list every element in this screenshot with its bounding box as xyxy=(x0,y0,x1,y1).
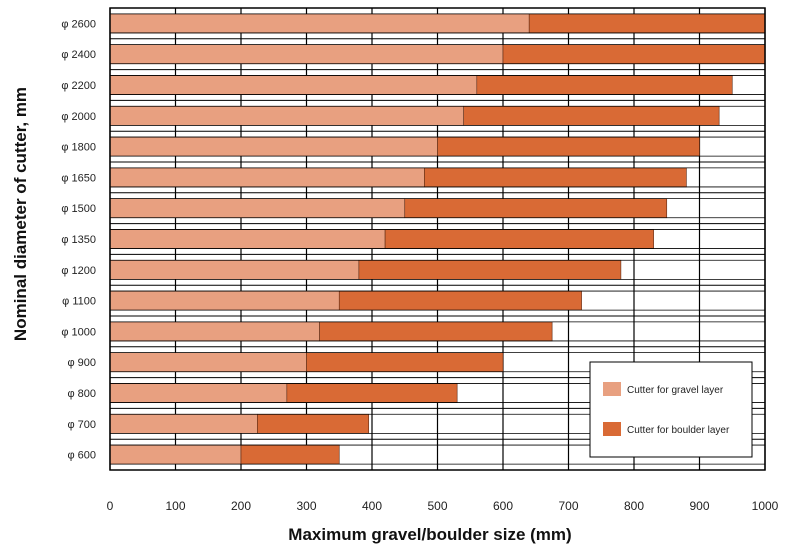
bar-boulder xyxy=(404,198,668,219)
bar-gravel xyxy=(109,383,288,403)
x-tick-label: 700 xyxy=(558,499,578,513)
y-category-label: φ 600 xyxy=(67,450,96,462)
x-tick-label: 600 xyxy=(493,499,513,513)
bar-boulder xyxy=(338,290,582,311)
x-tick-label: 1000 xyxy=(752,499,779,513)
bar-gravel xyxy=(109,13,530,34)
bar-gravel xyxy=(109,105,465,126)
legend-swatch-boulder xyxy=(603,422,621,436)
y-category-label: φ 1000 xyxy=(61,326,96,338)
bars xyxy=(109,13,766,465)
bar-boulder xyxy=(384,229,654,249)
legend-label-gravel: Cutter for gravel layer xyxy=(627,385,724,396)
y-category-label: φ 2600 xyxy=(61,18,96,30)
y-category-label: φ 1100 xyxy=(62,296,96,308)
bar-gravel xyxy=(109,444,242,465)
x-tick-label: 500 xyxy=(427,499,447,513)
bar-boulder xyxy=(528,13,766,34)
bar-boulder xyxy=(257,413,370,434)
y-category-labels: φ 2600 φ 2400 φ 2200 φ 2000 φ 1800 φ 1650 φ 15… xyxy=(61,18,96,461)
x-tick-label: 200 xyxy=(231,499,251,513)
y-category-label: φ 2200 xyxy=(61,80,96,92)
x-tick-label: 900 xyxy=(689,499,709,513)
x-tick-label: 800 xyxy=(624,499,644,513)
bar-boulder xyxy=(476,75,733,95)
y-category-label: φ 700 xyxy=(67,419,96,431)
y-category-label: φ 2400 xyxy=(61,49,96,61)
bar-gravel xyxy=(109,75,478,95)
x-tick-label: 400 xyxy=(362,499,382,513)
bar-boulder xyxy=(437,136,700,157)
y-category-label: φ 1350 xyxy=(61,234,96,246)
plot-frame xyxy=(109,7,766,471)
bar-boulder xyxy=(306,352,504,373)
bar-boulder xyxy=(358,259,622,280)
bar-boulder xyxy=(240,444,340,465)
y-category-label: φ 1200 xyxy=(61,265,96,277)
bar-gravel xyxy=(109,413,258,434)
y-category-label: φ 1800 xyxy=(61,142,96,154)
bar-gravel xyxy=(109,321,320,342)
y-category-label: φ 2000 xyxy=(61,111,96,123)
bar-gravel xyxy=(109,136,438,157)
bar-gravel xyxy=(109,259,360,280)
y-category-label: φ 800 xyxy=(67,388,96,400)
bar-gravel xyxy=(109,352,307,373)
x-tick-labels: 0 100 200 300 400 500 600 700 800 900 1000 xyxy=(107,499,779,513)
x-tick-label: 100 xyxy=(165,499,185,513)
x-axis-title: Maximum gravel/boulder size (mm) xyxy=(288,525,571,544)
y-category-label: φ 1500 xyxy=(61,203,96,215)
bar-gravel xyxy=(109,167,425,188)
bar-boulder xyxy=(424,167,687,188)
legend-box xyxy=(589,361,753,458)
legend-swatch-gravel xyxy=(603,382,621,396)
bar-gravel xyxy=(109,290,340,311)
bar-boulder xyxy=(319,321,553,342)
x-tick-label: 0 xyxy=(107,499,114,513)
bar-gravel xyxy=(109,229,386,249)
legend: Cutter for gravel layer Cutter for bould… xyxy=(589,361,753,458)
bar-boulder xyxy=(502,44,766,65)
legend-label-boulder: Cutter for boulder layer xyxy=(627,425,730,436)
y-category-label: φ 1650 xyxy=(61,172,96,184)
bar-gravel xyxy=(109,198,406,219)
y-axis-title: Nominal diameter of cutter, mm xyxy=(11,87,30,341)
bar-gravel xyxy=(109,44,504,65)
y-category-label: φ 900 xyxy=(67,357,96,369)
x-tick-label: 300 xyxy=(296,499,316,513)
bar-boulder xyxy=(463,105,720,126)
bar-boulder xyxy=(286,383,458,403)
